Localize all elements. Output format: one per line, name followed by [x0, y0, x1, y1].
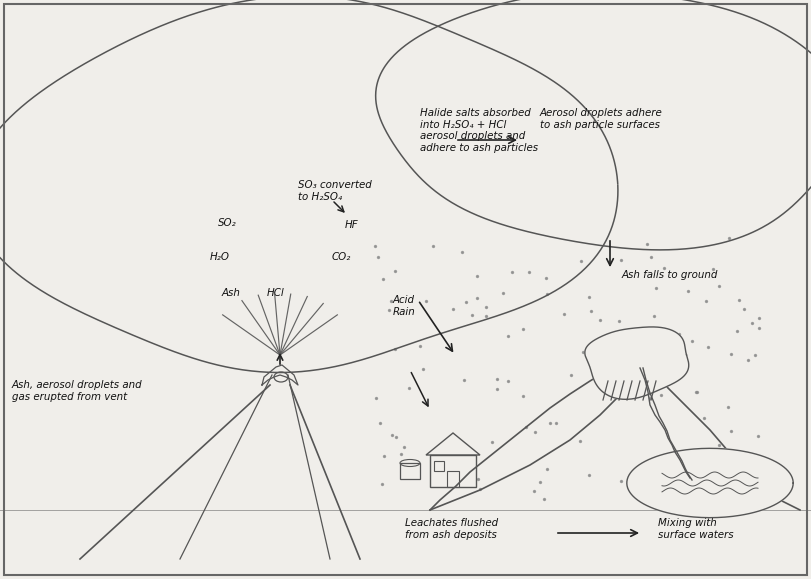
Bar: [430, 455, 476, 487]
Bar: [400, 463, 420, 479]
Text: Mixing with
surface waters: Mixing with surface waters: [658, 518, 734, 540]
Text: Leachates flushed
from ash deposits: Leachates flushed from ash deposits: [405, 518, 498, 540]
Polygon shape: [375, 0, 811, 250]
Text: Ash: Ash: [222, 288, 241, 298]
Text: Ash falls to ground: Ash falls to ground: [622, 270, 719, 280]
Text: H₂O: H₂O: [210, 252, 230, 262]
Text: Acid
Rain: Acid Rain: [393, 295, 416, 317]
Text: Ash, aerosol droplets and
gas erupted from vent: Ash, aerosol droplets and gas erupted fr…: [12, 380, 143, 402]
Polygon shape: [585, 327, 689, 400]
Bar: [447, 471, 459, 487]
Text: HCl: HCl: [267, 288, 285, 298]
Text: CO₂: CO₂: [332, 252, 351, 262]
Polygon shape: [0, 0, 618, 372]
Bar: [434, 461, 444, 471]
Text: HF: HF: [345, 220, 358, 230]
Polygon shape: [627, 448, 793, 518]
Text: SO₃ converted
to H₂SO₄: SO₃ converted to H₂SO₄: [298, 180, 371, 201]
Text: Rain: Rain: [660, 348, 683, 358]
Text: Halide salts absorbed
into H₂SO₄ + HCl
aerosol droplets and
adhere to ash partic: Halide salts absorbed into H₂SO₄ + HCl a…: [420, 108, 539, 153]
Text: SO₂: SO₂: [218, 218, 237, 228]
Text: Aerosol droplets adhere
to ash particle surfaces: Aerosol droplets adhere to ash particle …: [540, 108, 663, 130]
